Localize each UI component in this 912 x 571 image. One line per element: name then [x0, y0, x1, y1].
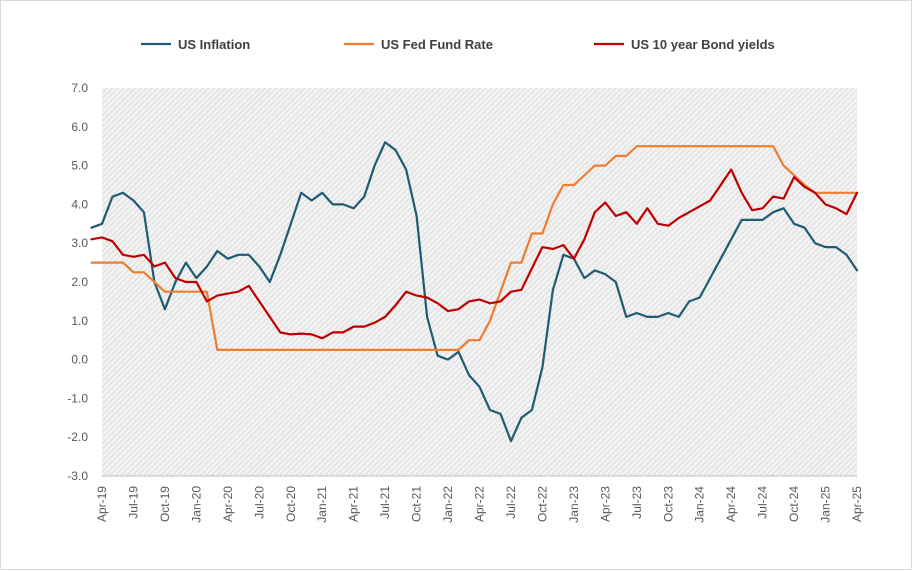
x-tick-label: Jan-25 [819, 486, 833, 523]
y-tick-label: -2.0 [67, 430, 88, 444]
x-tick-label: Apr-24 [724, 486, 738, 522]
y-tick-label: 6.0 [71, 120, 88, 134]
series-line-1 [90, 145, 859, 351]
y-tick-label: 5.0 [71, 159, 88, 173]
x-axis: Apr-19 Jul-19 Oct-19 Jan-20 Apr-20 Jul-20 Oct-… [95, 475, 864, 523]
legend-label: US Fed Fund Rate [381, 37, 493, 52]
x-tick-label: Oct-22 [535, 486, 549, 522]
x-tick-label: Jul-23 [630, 486, 644, 519]
x-tick-label: Jan-23 [567, 486, 581, 523]
x-tick-label: Jan-22 [441, 486, 455, 523]
x-tick-label: Apr-23 [598, 486, 612, 522]
x-tick-label: Oct-24 [787, 486, 801, 522]
legend: US Inflation US Fed Fund Rate US 10 year B… [141, 37, 775, 52]
y-tick-label: 1.0 [71, 314, 88, 328]
series-lines [90, 141, 859, 443]
x-tick-label: Oct-23 [661, 486, 675, 522]
x-tick-label: Oct-20 [284, 486, 298, 522]
x-tick-label: Apr-21 [347, 486, 361, 522]
x-tick-label: Oct-19 [158, 486, 172, 522]
y-tick-label: 2.0 [71, 275, 88, 289]
x-tick-label: Jan-21 [315, 486, 329, 523]
x-tick-label: Apr-25 [850, 486, 864, 522]
x-tick-label: Oct-21 [410, 486, 424, 522]
y-tick-label: 4.0 [71, 197, 88, 211]
x-tick-label: Jul-19 [126, 486, 140, 519]
y-tick-label: 3.0 [71, 236, 88, 250]
y-tick-label: -1.0 [67, 391, 88, 405]
x-tick-label: Jan-20 [189, 486, 203, 523]
x-tick-label: Jul-20 [252, 486, 266, 519]
x-tick-label: Jul-24 [756, 486, 770, 519]
x-tick-label: Apr-22 [473, 486, 487, 522]
x-tick-label: Apr-20 [221, 486, 235, 522]
y-axis: 7.0 6.0 5.0 4.0 3.0 2.0 1.0 0.0 -1.0 -2.0 -3.0 [67, 81, 88, 483]
series-line-2 [90, 168, 859, 340]
x-tick-label: Jul-21 [378, 486, 392, 519]
legend-label: US 10 year Bond yields [631, 37, 775, 52]
y-tick-label: 7.0 [71, 81, 88, 95]
x-tick-label: Jan-24 [693, 486, 707, 523]
plot-area [102, 88, 857, 476]
legend-label: US Inflation [178, 37, 250, 52]
x-tick-label: Apr-19 [95, 486, 109, 522]
x-tick-label: Jul-22 [504, 486, 518, 519]
y-tick-label: -3.0 [67, 469, 88, 483]
y-tick-label: 0.0 [71, 353, 88, 367]
series-line-0 [90, 141, 859, 443]
